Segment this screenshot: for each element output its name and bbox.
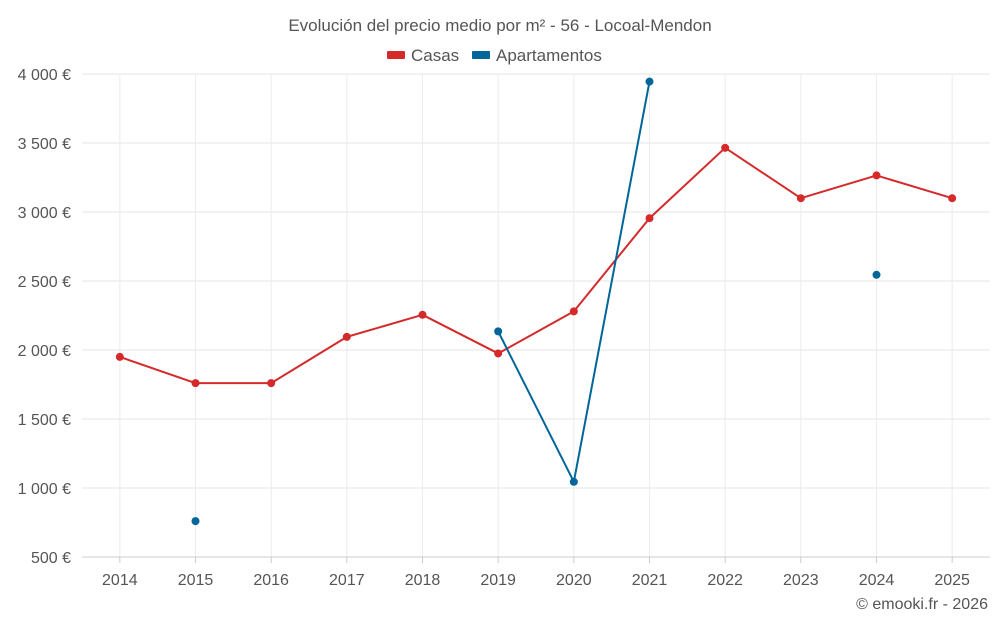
data-point-casas[interactable] — [721, 143, 730, 152]
y-tick-label: 3 000 € — [18, 205, 71, 222]
x-tick-label: 2015 — [178, 572, 214, 589]
x-tick-label: 2023 — [783, 572, 819, 589]
data-point-casas[interactable] — [191, 379, 200, 388]
data-point-casas[interactable] — [569, 307, 578, 316]
data-point-casas[interactable] — [342, 332, 351, 341]
series-line-casas — [119, 146, 953, 385]
data-point-apartamentos[interactable] — [569, 477, 578, 486]
legend-item-apartamentos[interactable]: Apartamentos — [472, 46, 602, 65]
y-tick-label: 4 000 € — [18, 67, 71, 84]
data-point-casas[interactable] — [796, 194, 805, 203]
data-point-apartamentos[interactable] — [191, 517, 200, 526]
legend-swatch-apartamentos — [472, 51, 490, 59]
grid — [82, 73, 990, 558]
data-point-casas[interactable] — [494, 349, 503, 358]
credit-text: © emooki.fr - 2026 — [856, 596, 988, 613]
data-point-apartamentos[interactable] — [872, 270, 881, 279]
legend-item-casas[interactable]: Casas — [387, 46, 459, 65]
data-point-casas[interactable] — [645, 214, 654, 223]
data-point-apartamentos[interactable] — [494, 327, 503, 336]
x-tick-label: 2019 — [480, 572, 516, 589]
x-tick-label: 2017 — [329, 572, 365, 589]
x-tick-label: 2018 — [405, 572, 441, 589]
x-tick-label: 2021 — [632, 572, 668, 589]
data-point-apartamentos[interactable] — [645, 77, 654, 86]
x-tick-label: 2014 — [102, 572, 138, 589]
data-point-casas[interactable] — [115, 352, 124, 361]
series-casas — [115, 143, 957, 388]
y-tick-label: 2 000 € — [18, 343, 71, 360]
data-point-casas[interactable] — [267, 379, 276, 388]
x-tick-label: 2024 — [859, 572, 895, 589]
y-tick-label: 500 € — [31, 550, 71, 567]
x-tick-label: 2020 — [556, 572, 592, 589]
series — [115, 77, 957, 526]
x-tick-label: 2016 — [253, 572, 289, 589]
data-point-casas[interactable] — [948, 194, 957, 203]
legend-swatch-casas — [387, 51, 405, 59]
legend: Casas Apartamentos — [387, 46, 602, 65]
legend-label-casas: Casas — [411, 46, 459, 65]
data-point-casas[interactable] — [872, 171, 881, 180]
legend-label-apartamentos: Apartamentos — [496, 46, 602, 65]
data-point-casas[interactable] — [418, 310, 427, 319]
series-apartamentos — [191, 77, 881, 526]
axes: 500 € 1 000 € 1 500 € 2 000 € 2 500 € 3 000 €… — [18, 67, 990, 589]
y-tick-label: 1 500 € — [18, 412, 71, 429]
y-tick-label: 3 500 € — [18, 136, 71, 153]
x-tick-label: 2022 — [707, 572, 743, 589]
chart-title: Evolución del precio medio por m² - 56 -… — [288, 16, 711, 35]
y-tick-label: 2 500 € — [18, 274, 71, 291]
x-tick-label: 2025 — [934, 572, 970, 589]
y-tick-label: 1 000 € — [18, 481, 71, 498]
